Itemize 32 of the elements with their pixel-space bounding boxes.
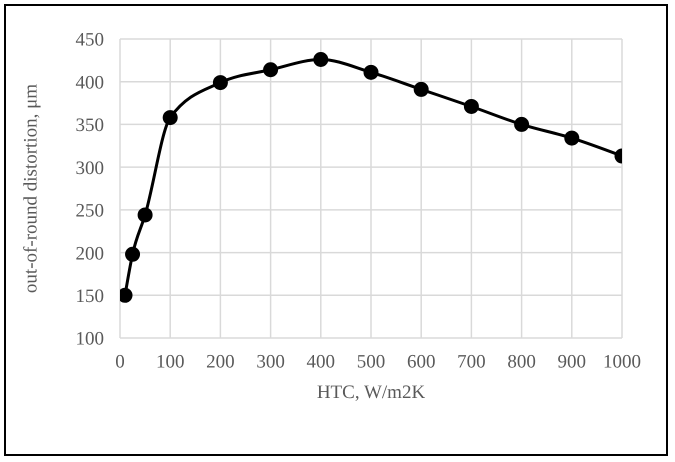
x-tick-label: 200 [206, 351, 235, 372]
y-tick-label: 450 [76, 30, 104, 51]
y-tick-label: 350 [76, 115, 104, 136]
x-tick-label: 1000 [603, 351, 641, 372]
y-tick-label: 250 [76, 200, 104, 222]
y-tick-label: 300 [76, 158, 104, 179]
x-tick-label: 900 [558, 351, 586, 372]
x-tick-label: 800 [507, 351, 536, 372]
x-tick-label: 300 [256, 351, 285, 372]
point [464, 98, 479, 114]
point [212, 75, 228, 90]
x-tick-label: 0 [115, 351, 125, 372]
point [313, 52, 328, 68]
x-tick-label: 100 [156, 351, 184, 372]
y-tick-label: 400 [76, 72, 104, 94]
point [564, 130, 580, 146]
x-tick-label: 700 [457, 351, 486, 372]
y-tick-label: 200 [76, 243, 104, 264]
point [263, 62, 278, 78]
y-axis-title: out-of-round distortion, μm [20, 84, 42, 294]
point [162, 110, 178, 126]
x-axis-title: HTC, W/m2K [316, 382, 426, 403]
y-tick-label: 150 [76, 286, 104, 308]
x-tick-label: 500 [356, 351, 386, 372]
point [125, 246, 140, 262]
y-tick-label: 100 [76, 328, 104, 350]
point [514, 116, 530, 132]
x-tick-label: 600 [406, 351, 436, 372]
x-tick-label: 400 [306, 351, 336, 372]
point [138, 207, 153, 222]
point [414, 82, 429, 97]
point [364, 64, 378, 80]
